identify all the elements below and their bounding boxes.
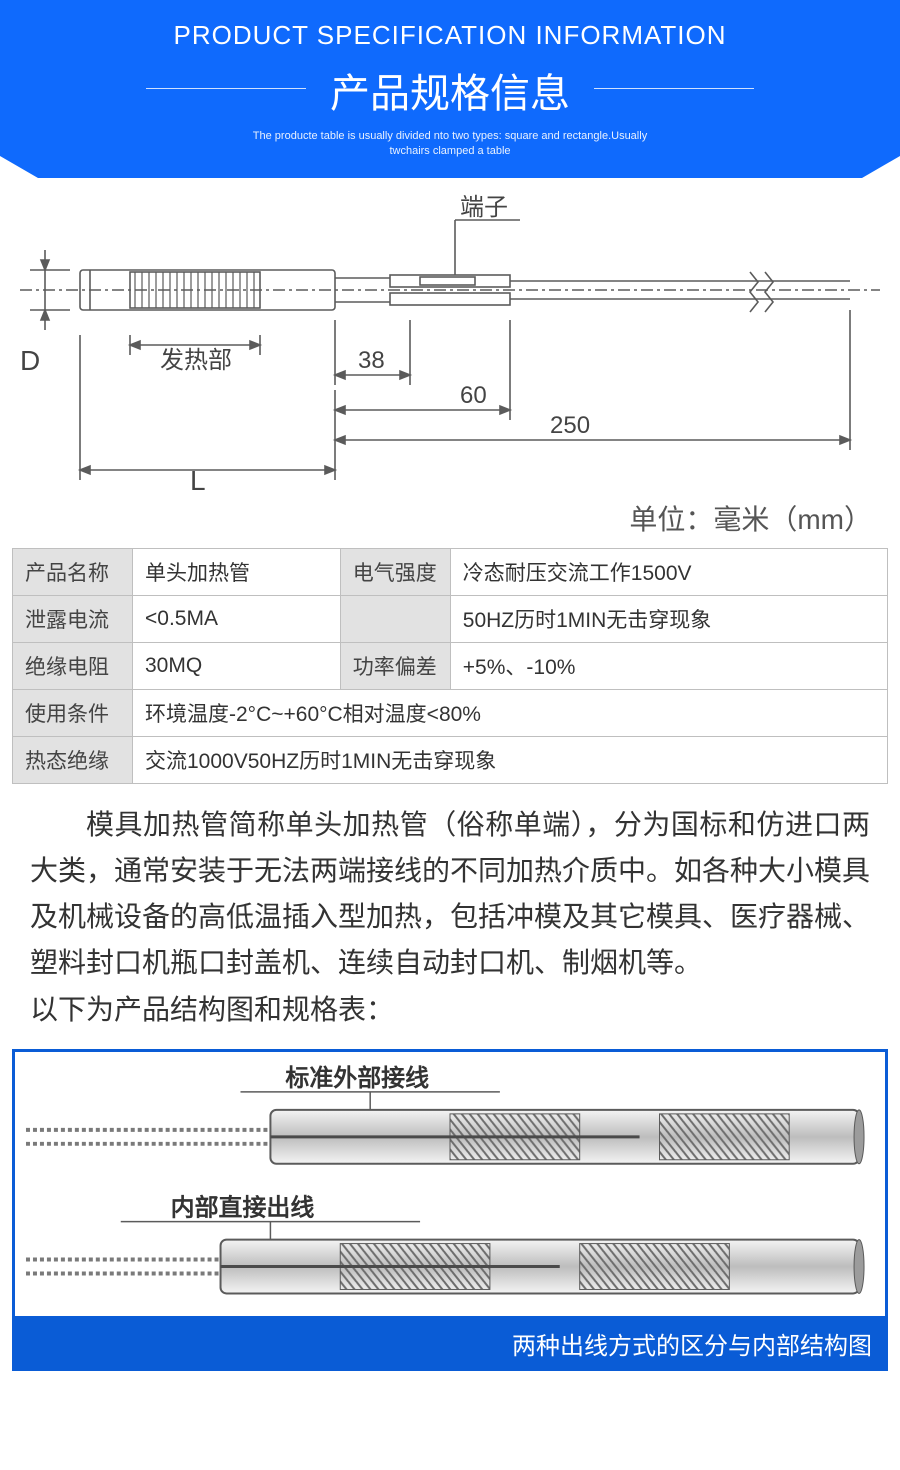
diagram-svg: 端子 发热部 D L 38 60 250 xyxy=(20,190,880,490)
spec-table: 产品名称 单头加热管 电气强度 冷态耐压交流工作1500V 泄露电流 <0.5M… xyxy=(12,548,888,784)
header-subtitle: The producte table is usually divided nt… xyxy=(240,129,660,160)
header-divider: 产品规格信息 xyxy=(10,57,890,119)
cell-label: 产品名称 xyxy=(13,548,133,595)
corner-decoration-left xyxy=(0,156,38,178)
cell-label: 功率偏差 xyxy=(340,642,450,689)
cell-value: 交流1000V50HZ历时1MIN无击穿现象 xyxy=(133,736,888,783)
cell-label: 绝缘电阻 xyxy=(13,642,133,689)
table-row: 泄露电流 <0.5MA 50HZ历时1MIN无击穿现象 xyxy=(13,595,888,642)
terminal-label: 端子 xyxy=(460,194,508,221)
d-label: D xyxy=(20,345,40,376)
int-wiring-label: 内部直接出线 xyxy=(171,1193,315,1221)
table-row: 绝缘电阻 30MQ 功率偏差 +5%、-10% xyxy=(13,642,888,689)
header-english: PRODUCT SPECIFICATION INFORMATION xyxy=(10,20,890,51)
dim-38: 38 xyxy=(358,347,385,374)
structure-diagram: 标准外部接线 内部直接出线 xyxy=(12,1049,888,1316)
l-label: L xyxy=(190,465,206,490)
cell-value: <0.5MA xyxy=(133,595,341,642)
dimension-diagram: 端子 发热部 D L 38 60 250 xyxy=(0,178,900,498)
heat-label: 发热部 xyxy=(160,347,232,374)
table-row: 热态绝缘 交流1000V50HZ历时1MIN无击穿现象 xyxy=(13,736,888,783)
table-row: 产品名称 单头加热管 电气强度 冷态耐压交流工作1500V xyxy=(13,548,888,595)
cell-value: 冷态耐压交流工作1500V xyxy=(450,548,887,595)
description-p1: 模具加热管简称单头加热管（俗称单端），分为国标和仿进口两大类，通常安装于无法两端… xyxy=(30,802,870,987)
header-banner: PRODUCT SPECIFICATION INFORMATION 产品规格信息… xyxy=(0,0,900,178)
cell-value: 环境温度-2°C~+60°C相对温度<80% xyxy=(133,689,888,736)
table-row: 使用条件 环境温度-2°C~+60°C相对温度<80% xyxy=(13,689,888,736)
cell-label: 泄露电流 xyxy=(13,595,133,642)
dim-60: 60 xyxy=(460,382,487,409)
structure-footer: 两种出线方式的区分与内部结构图 xyxy=(12,1316,888,1371)
cell-label: 使用条件 xyxy=(13,689,133,736)
cell-value: 单头加热管 xyxy=(133,548,341,595)
corner-decoration-right xyxy=(862,156,900,178)
ext-wiring-label: 标准外部接线 xyxy=(285,1064,429,1092)
dim-250: 250 xyxy=(550,412,590,439)
header-chinese: 产品规格信息 xyxy=(306,61,594,119)
cell-value: +5%、-10% xyxy=(450,642,887,689)
cell-label: 电气强度 xyxy=(340,548,450,595)
cell-value: 50HZ历时1MIN无击穿现象 xyxy=(450,595,887,642)
cell-value: 30MQ xyxy=(133,642,341,689)
structure-svg: 标准外部接线 内部直接出线 xyxy=(21,1062,879,1316)
description-block: 模具加热管简称单头加热管（俗称单端），分为国标和仿进口两大类，通常安装于无法两端… xyxy=(0,784,900,1043)
cell-label xyxy=(340,595,450,642)
description-p2: 以下为产品结构图和规格表： xyxy=(30,987,870,1033)
unit-label: 单位：毫米（mm） xyxy=(0,498,900,548)
cell-label: 热态绝缘 xyxy=(13,736,133,783)
